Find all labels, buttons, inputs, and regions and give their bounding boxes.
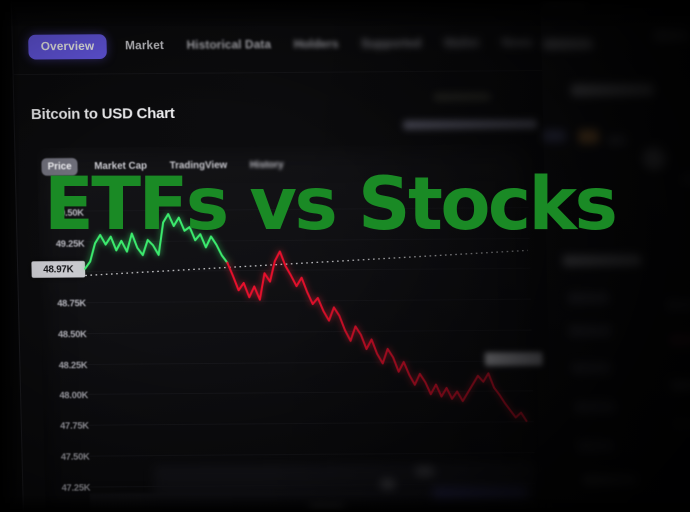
y-tick-label: 47.75K	[60, 420, 89, 432]
nav-tab-supported[interactable]: Supported	[361, 37, 422, 51]
nav-tab-market[interactable]: Market	[125, 39, 165, 53]
panel-row	[666, 299, 690, 311]
panel-row	[544, 0, 586, 7]
blurred-mid-text	[403, 119, 538, 130]
y-tick-label: 48.00K	[59, 389, 89, 401]
panel-row	[682, 173, 690, 186]
panel-row	[571, 83, 654, 97]
subtab-tradingview[interactable]: TradingView	[169, 159, 228, 172]
panel-row	[571, 361, 611, 375]
panel-row	[567, 291, 610, 305]
y-tick-label: 47.25K	[61, 482, 91, 493]
nav-tab-holders[interactable]: Holders	[293, 38, 339, 52]
chart-subtabs[interactable]: Price Market Cap TradingView History	[41, 156, 290, 176]
uptrend-line	[84, 213, 229, 270]
panel-row	[673, 418, 690, 431]
price-end-tag	[484, 352, 543, 366]
y-tick-label: 48.25K	[58, 359, 88, 371]
panel-row	[582, 474, 639, 486]
blurred-bottom-label	[380, 478, 396, 490]
reference-dotted-line	[85, 249, 528, 277]
subtab-market-cap[interactable]: Market Cap	[94, 160, 148, 173]
right-side-panel	[539, 0, 690, 512]
panel-row	[543, 129, 567, 143]
blurred-bottom-label	[415, 466, 435, 477]
nav-tab-overview[interactable]: Overview	[28, 34, 107, 60]
y-tick-label: 48.75K	[57, 298, 87, 309]
panel-row	[574, 400, 617, 414]
panel-row	[543, 38, 594, 50]
y-tick-label: 48.50K	[57, 328, 87, 340]
price-line-svg	[84, 213, 528, 422]
y-tick-label: 49.50K	[55, 207, 84, 218]
y-tick-label: 47.50K	[60, 451, 90, 462]
panel-row	[642, 147, 666, 171]
panel-row	[577, 440, 615, 453]
subtab-history[interactable]: History	[249, 159, 284, 172]
chart-title: Bitcoin to USD Chart	[30, 105, 175, 124]
downtrend-line	[226, 250, 528, 422]
panel-row	[578, 129, 600, 144]
blurred-bottom-accent	[432, 486, 528, 502]
panel-row	[654, 29, 690, 42]
current-price-badge: 48.97K	[31, 260, 86, 278]
panel-row	[568, 324, 613, 338]
panel-row	[670, 379, 690, 392]
nav-tab-wallet[interactable]: Wallet	[443, 37, 480, 51]
blurred-mid-text	[433, 92, 492, 101]
blurred-bottom-label	[309, 505, 345, 512]
panel-row	[562, 254, 642, 267]
panel-row	[653, 0, 690, 2]
panel-row	[607, 135, 627, 146]
subtab-price[interactable]: Price	[41, 158, 79, 176]
panel-row	[669, 334, 690, 346]
y-tick-label: 49.25K	[55, 238, 85, 249]
y-axis: 49.50K 49.25K 48.75K 48.50K 48.25K 48.00…	[30, 185, 91, 512]
price-chart-plot	[83, 181, 534, 512]
nav-tab-historical-data[interactable]: Historical Data	[186, 39, 272, 53]
panel-row	[597, 0, 634, 3]
nav-tab-news[interactable]: News	[501, 37, 534, 50]
